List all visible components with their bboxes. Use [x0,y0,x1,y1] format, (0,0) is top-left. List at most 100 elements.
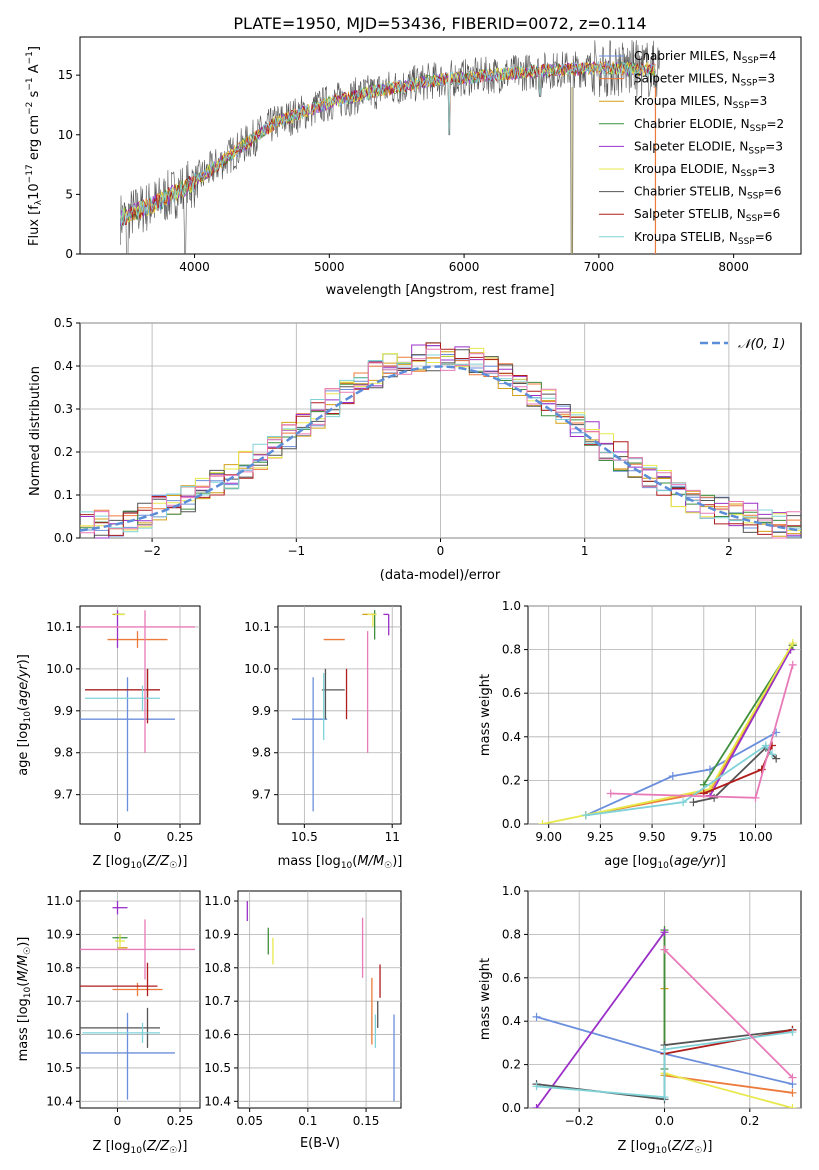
weight-line-kroupa_elodie [664,1072,793,1108]
x-tick-label: 0.1 [298,1114,317,1128]
y-tick-label: 10.5 [204,1061,231,1075]
y-tick-label: 0.3 [54,402,73,416]
x-tick-label: 0 [114,1114,122,1128]
x-tick-label: 1 [581,544,589,558]
weight-marker [788,1073,797,1082]
weight-marker [772,754,781,763]
y-tick-label: 0.1 [54,488,73,502]
weight-marker [581,811,590,820]
weight-marker [788,639,797,648]
y-tick-label: 10.4 [46,1094,73,1108]
legend-label: Chabrier MILES, NSSP=4 [634,49,776,66]
weight-line-kroupa_stelib [536,1031,793,1099]
weight-vs-metallicity-panel: mass weight Z [log10(Z/Z☉)] −0.2 0.0 0.2 0.… [478,884,802,1156]
y-tick-label: 10.4 [204,1094,231,1108]
y-tick-label: 0.4 [502,730,521,744]
y-tick-label: 1.0 [502,884,521,898]
mass-vs-z-xlabel: Z [log10(Z/Z☉)] [93,1139,188,1156]
normal-curve [79,365,802,532]
x-tick-label: 0.25 [167,830,194,844]
y-tick-label: 10.0 [46,662,73,676]
weight-marker [751,793,760,802]
age-vs-z-xlabel: Z [log10(Z/Z☉)] [93,854,188,871]
y-tick-label: 9.7 [54,788,73,802]
weight-marker [757,765,766,774]
y-tick-label: 10.1 [244,620,271,634]
weight-vs-z-ylabel: mass weight [478,958,493,1040]
x-tick-label: 6000 [449,260,480,274]
legend-label: Chabrier STELIB, NSSP=6 [634,185,782,202]
y-tick-label: 10.7 [46,994,73,1008]
mass-vs-z-ylabel: mass [log10(M/M☉)] [16,937,33,1062]
weight-line-salpeter_miles [585,644,794,817]
x-tick-label: 10.00 [738,830,772,844]
legend-label: Salpeter STELIB, NSSP=6 [634,207,780,224]
mass-vs-ebv-panel: E(B-V) 0.05 0.1 0.15 10.4 10.5 10.6 10.7 10.8 10… [204,890,402,1151]
legend-label: Chabrier ELODIE, NSSP=2 [634,117,784,134]
spectrum-panel: wavelength [Angstrom, rest frame] Flux [… [25,36,802,298]
y-tick-label: 10.7 [204,994,231,1008]
legend-label: Kroupa STELIB, NSSP=6 [634,230,772,247]
y-tick-label: 0.0 [54,531,73,545]
legend-label: Salpeter MILES, NSSP=3 [634,72,775,89]
weight-marker [788,1028,797,1037]
age-vs-metallicity-panel: age [log10(age/yr)] Z [log10(Z/Z☉)] 0 0.2… [16,605,201,871]
weight-marker [660,1093,669,1102]
y-tick-label: 15 [58,68,73,82]
weight-line-pink [663,948,794,1079]
y-tick-label: 10.1 [46,620,73,634]
residuals-panel: (data-model)/error Normed distribution −… [28,316,802,583]
weight-marker [768,750,777,759]
weight-marker [532,1082,541,1091]
weight-marker [660,945,669,954]
weight-line-kroupa_miles [585,644,794,817]
weight-marker [538,820,547,824]
y-tick-label: 9.8 [54,746,73,760]
y-tick-label: 5 [65,187,73,201]
weight-line-salpeter_elodie [709,649,792,797]
x-tick-label: 9.25 [587,830,614,844]
age-vs-z-ylabel: age [log10(age/yr)] [16,654,33,776]
x-tick-label: 0.2 [740,1114,759,1128]
y-tick-label: 10.9 [204,927,231,941]
x-tick-label: 5000 [314,260,345,274]
x-tick-label: 0 [114,830,122,844]
y-tick-label: 9.9 [54,704,73,718]
weight-marker [679,798,688,807]
chart-title: PLATE=1950, MJD=53436, FIBERID=0072, z=0… [233,14,646,33]
y-tick-label: 0.0 [502,1101,521,1115]
x-tick-label: 0.0 [655,1114,674,1128]
y-tick-label: 0.2 [54,445,73,459]
weight-marker [761,741,770,750]
weight-vs-age-ylabel: mass weight [478,674,493,756]
y-tick-label: 10.6 [204,1028,231,1042]
y-tick-label: 10.8 [204,961,231,975]
weight-line-chabrier_miles [585,731,777,817]
mass-vs-ebv-xlabel: E(B-V) [300,1136,340,1151]
weight-marker [668,772,677,781]
spectrum-line-kroupa_stelib [120,60,656,226]
x-tick-label: −1 [287,544,305,558]
legend-label: Salpeter ELODIE, NSSP=3 [634,139,783,156]
spectrum-xlabel: wavelength [Angstrom, rest frame] [326,283,555,298]
x-tick-label: 4000 [179,260,210,274]
x-tick-label: 0 [437,544,445,558]
x-tick-label: 0.25 [167,1114,194,1128]
y-tick-label: 10.0 [244,662,271,676]
x-tick-label: 10.5 [291,830,318,844]
weight-vs-age-panel: mass weight age [log10(age/yr)] 9.00 9.25… [478,599,802,871]
age-vs-mass-panel: mass [log10(M/M☉)] 10.5 11 9.7 9.8 9.9 10.0 10… [244,605,403,871]
y-tick-label: 10.6 [46,1028,73,1042]
x-tick-label: 0.05 [236,1114,263,1128]
y-tick-label: 10 [58,128,73,142]
y-tick-label: 0.4 [502,1014,521,1028]
y-tick-label: 9.7 [252,788,271,802]
y-tick-label: 10.8 [46,961,73,975]
age-vs-mass-xlabel: mass [log10(M/M☉)] [278,854,403,871]
weight-marker [710,793,719,802]
weight-vs-age-xlabel: age [log10(age/yr)] [604,854,726,871]
x-tick-label: 9.00 [535,830,562,844]
spectrum-line-salpeter_stelib [120,61,656,226]
y-tick-label: 11.0 [46,894,73,908]
y-tick-label: 1.0 [502,599,521,613]
